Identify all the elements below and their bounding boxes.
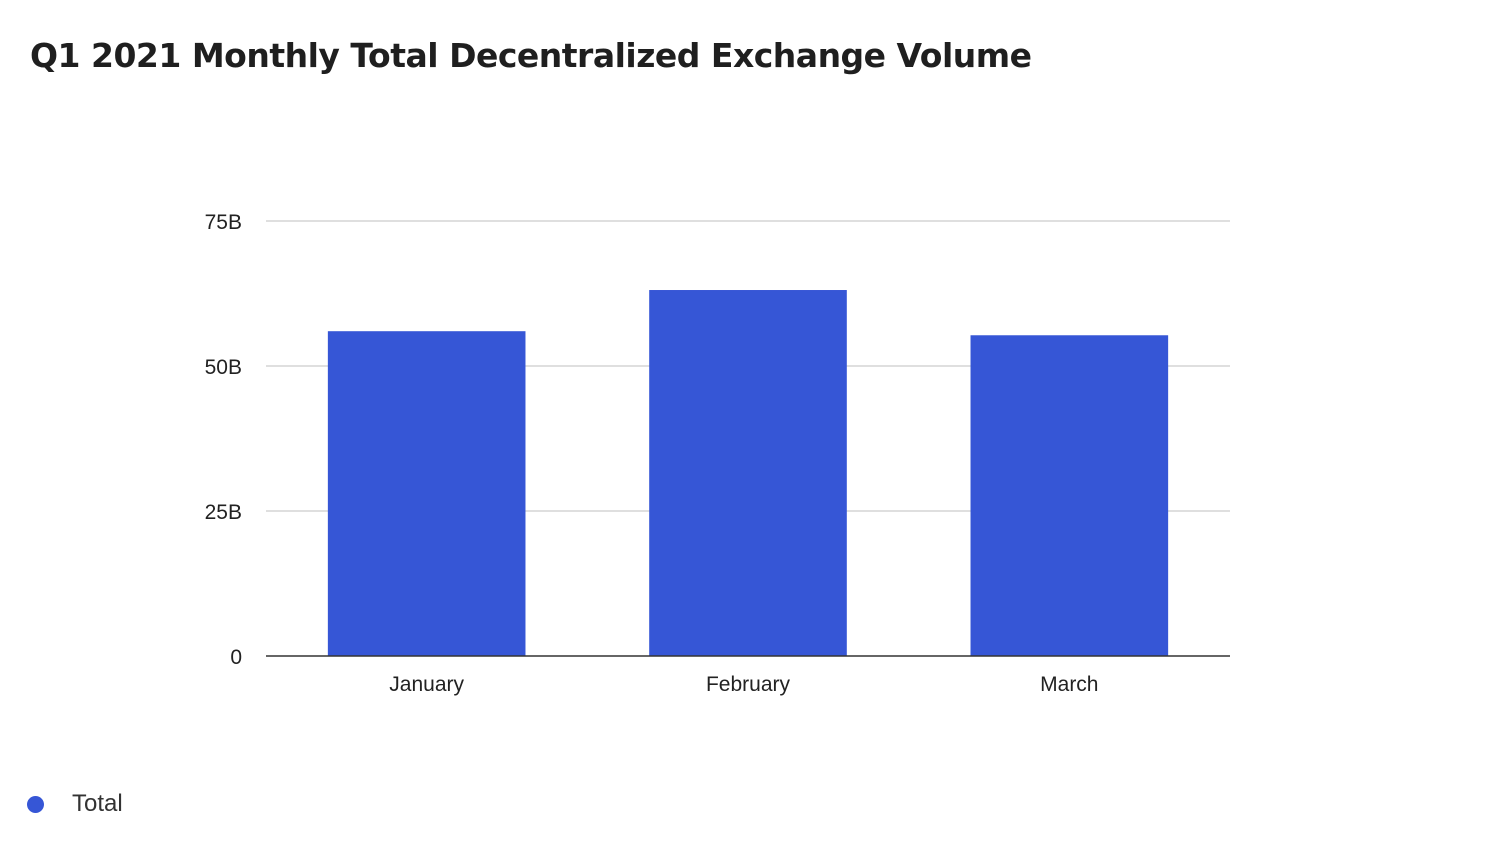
- y-tick-label: 0: [230, 646, 242, 669]
- legend-marker-total: [27, 795, 44, 813]
- chart-title: Q1 2021 Monthly Total Decentralized Exch…: [30, 36, 1032, 75]
- y-tick-label: 50B: [205, 356, 242, 379]
- bar-march: [970, 335, 1169, 656]
- bar-february: [649, 290, 847, 656]
- y-axis-ticks: 0 25B 50B 75B: [205, 211, 242, 669]
- legend: Total: [27, 790, 123, 818]
- x-tick-label: February: [706, 673, 791, 696]
- y-tick-label: 25B: [205, 501, 242, 524]
- bar-january: [327, 331, 526, 656]
- x-tick-label: March: [1040, 673, 1098, 696]
- x-axis-ticks: January February March: [389, 673, 1098, 696]
- legend-label-total: Total: [72, 790, 123, 817]
- bars: [327, 290, 1169, 656]
- y-tick-label: 75B: [205, 211, 242, 234]
- x-tick-label: January: [389, 673, 464, 696]
